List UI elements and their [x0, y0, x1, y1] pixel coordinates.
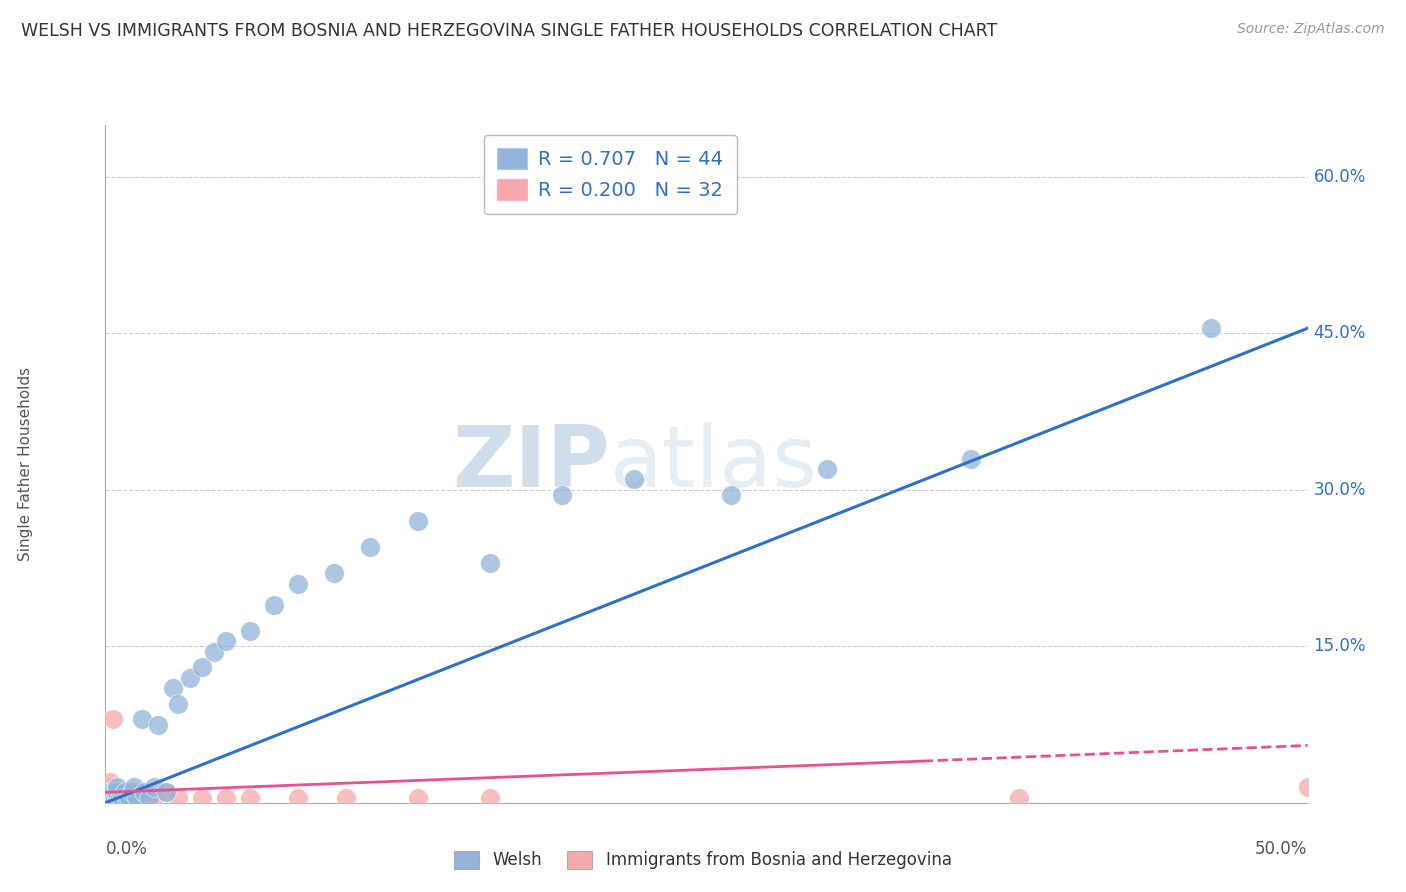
Point — [114, 790, 136, 805]
Point — [162, 681, 184, 695]
Point — [97, 790, 120, 805]
Point — [155, 785, 177, 799]
Point — [263, 598, 285, 612]
Point — [101, 790, 124, 805]
Text: 0.0%: 0.0% — [105, 840, 148, 858]
Point — [125, 790, 148, 805]
Point — [115, 790, 138, 805]
Text: Single Father Households: Single Father Households — [18, 367, 32, 561]
Point — [131, 712, 153, 726]
Legend: Welsh, Immigrants from Bosnia and Herzegovina: Welsh, Immigrants from Bosnia and Herzeg… — [444, 840, 962, 880]
Point — [166, 697, 188, 711]
Point — [97, 780, 120, 794]
Text: 15.0%: 15.0% — [1313, 638, 1367, 656]
Point — [359, 541, 381, 555]
Point — [111, 785, 134, 799]
Point — [1201, 321, 1223, 335]
Point — [98, 790, 121, 805]
Point — [720, 488, 742, 502]
Point — [335, 790, 357, 805]
Text: 30.0%: 30.0% — [1313, 481, 1367, 499]
Point — [406, 514, 429, 528]
Point — [118, 785, 141, 799]
Text: 45.0%: 45.0% — [1313, 325, 1367, 343]
Point — [97, 790, 120, 805]
Point — [108, 790, 131, 805]
Point — [107, 785, 129, 799]
Point — [623, 473, 645, 487]
Point — [98, 790, 121, 805]
Point — [107, 790, 129, 805]
Point — [108, 790, 131, 805]
Point — [101, 785, 124, 799]
Point — [214, 790, 236, 805]
Point — [107, 780, 129, 794]
Point — [111, 790, 134, 805]
Point — [1296, 780, 1319, 794]
Point — [97, 785, 120, 799]
Point — [166, 790, 188, 805]
Point — [287, 576, 309, 591]
Text: Source: ZipAtlas.com: Source: ZipAtlas.com — [1237, 22, 1385, 37]
Point — [190, 660, 212, 674]
Point — [138, 790, 160, 805]
Point — [155, 785, 177, 799]
Text: WELSH VS IMMIGRANTS FROM BOSNIA AND HERZEGOVINA SINGLE FATHER HOUSEHOLDS CORRELA: WELSH VS IMMIGRANTS FROM BOSNIA AND HERZ… — [21, 22, 997, 40]
Text: atlas: atlas — [610, 422, 818, 506]
Point — [960, 451, 983, 466]
Text: 50.0%: 50.0% — [1256, 840, 1308, 858]
Point — [131, 785, 153, 799]
Point — [97, 785, 120, 799]
Point — [202, 644, 225, 658]
Point — [479, 790, 502, 805]
Point — [138, 790, 160, 805]
Point — [239, 790, 262, 805]
Point — [107, 790, 129, 805]
Point — [132, 785, 155, 799]
Point — [124, 780, 146, 794]
Point — [118, 790, 141, 805]
Point — [107, 785, 129, 799]
Point — [406, 790, 429, 805]
Point — [98, 785, 121, 799]
Point — [239, 624, 262, 638]
Point — [1008, 790, 1031, 805]
Text: ZIP: ZIP — [453, 422, 610, 506]
Point — [124, 790, 146, 805]
Legend: R = 0.707   N = 44, R = 0.200   N = 32: R = 0.707 N = 44, R = 0.200 N = 32 — [484, 135, 737, 214]
Point — [287, 790, 309, 805]
Point — [142, 780, 165, 794]
Point — [104, 790, 127, 805]
Point — [118, 790, 141, 805]
Point — [104, 790, 127, 805]
Point — [98, 775, 121, 789]
Point — [551, 488, 574, 502]
Point — [104, 785, 127, 799]
Point — [114, 785, 136, 799]
Point — [142, 790, 165, 805]
Point — [190, 790, 212, 805]
Point — [101, 790, 124, 805]
Point — [214, 634, 236, 648]
Point — [179, 671, 201, 685]
Text: 60.0%: 60.0% — [1313, 168, 1367, 186]
Point — [479, 556, 502, 570]
Point — [322, 566, 344, 581]
Point — [121, 785, 143, 799]
Point — [815, 462, 838, 476]
Point — [104, 785, 127, 799]
Point — [101, 712, 124, 726]
Point — [98, 785, 121, 799]
Point — [148, 717, 170, 731]
